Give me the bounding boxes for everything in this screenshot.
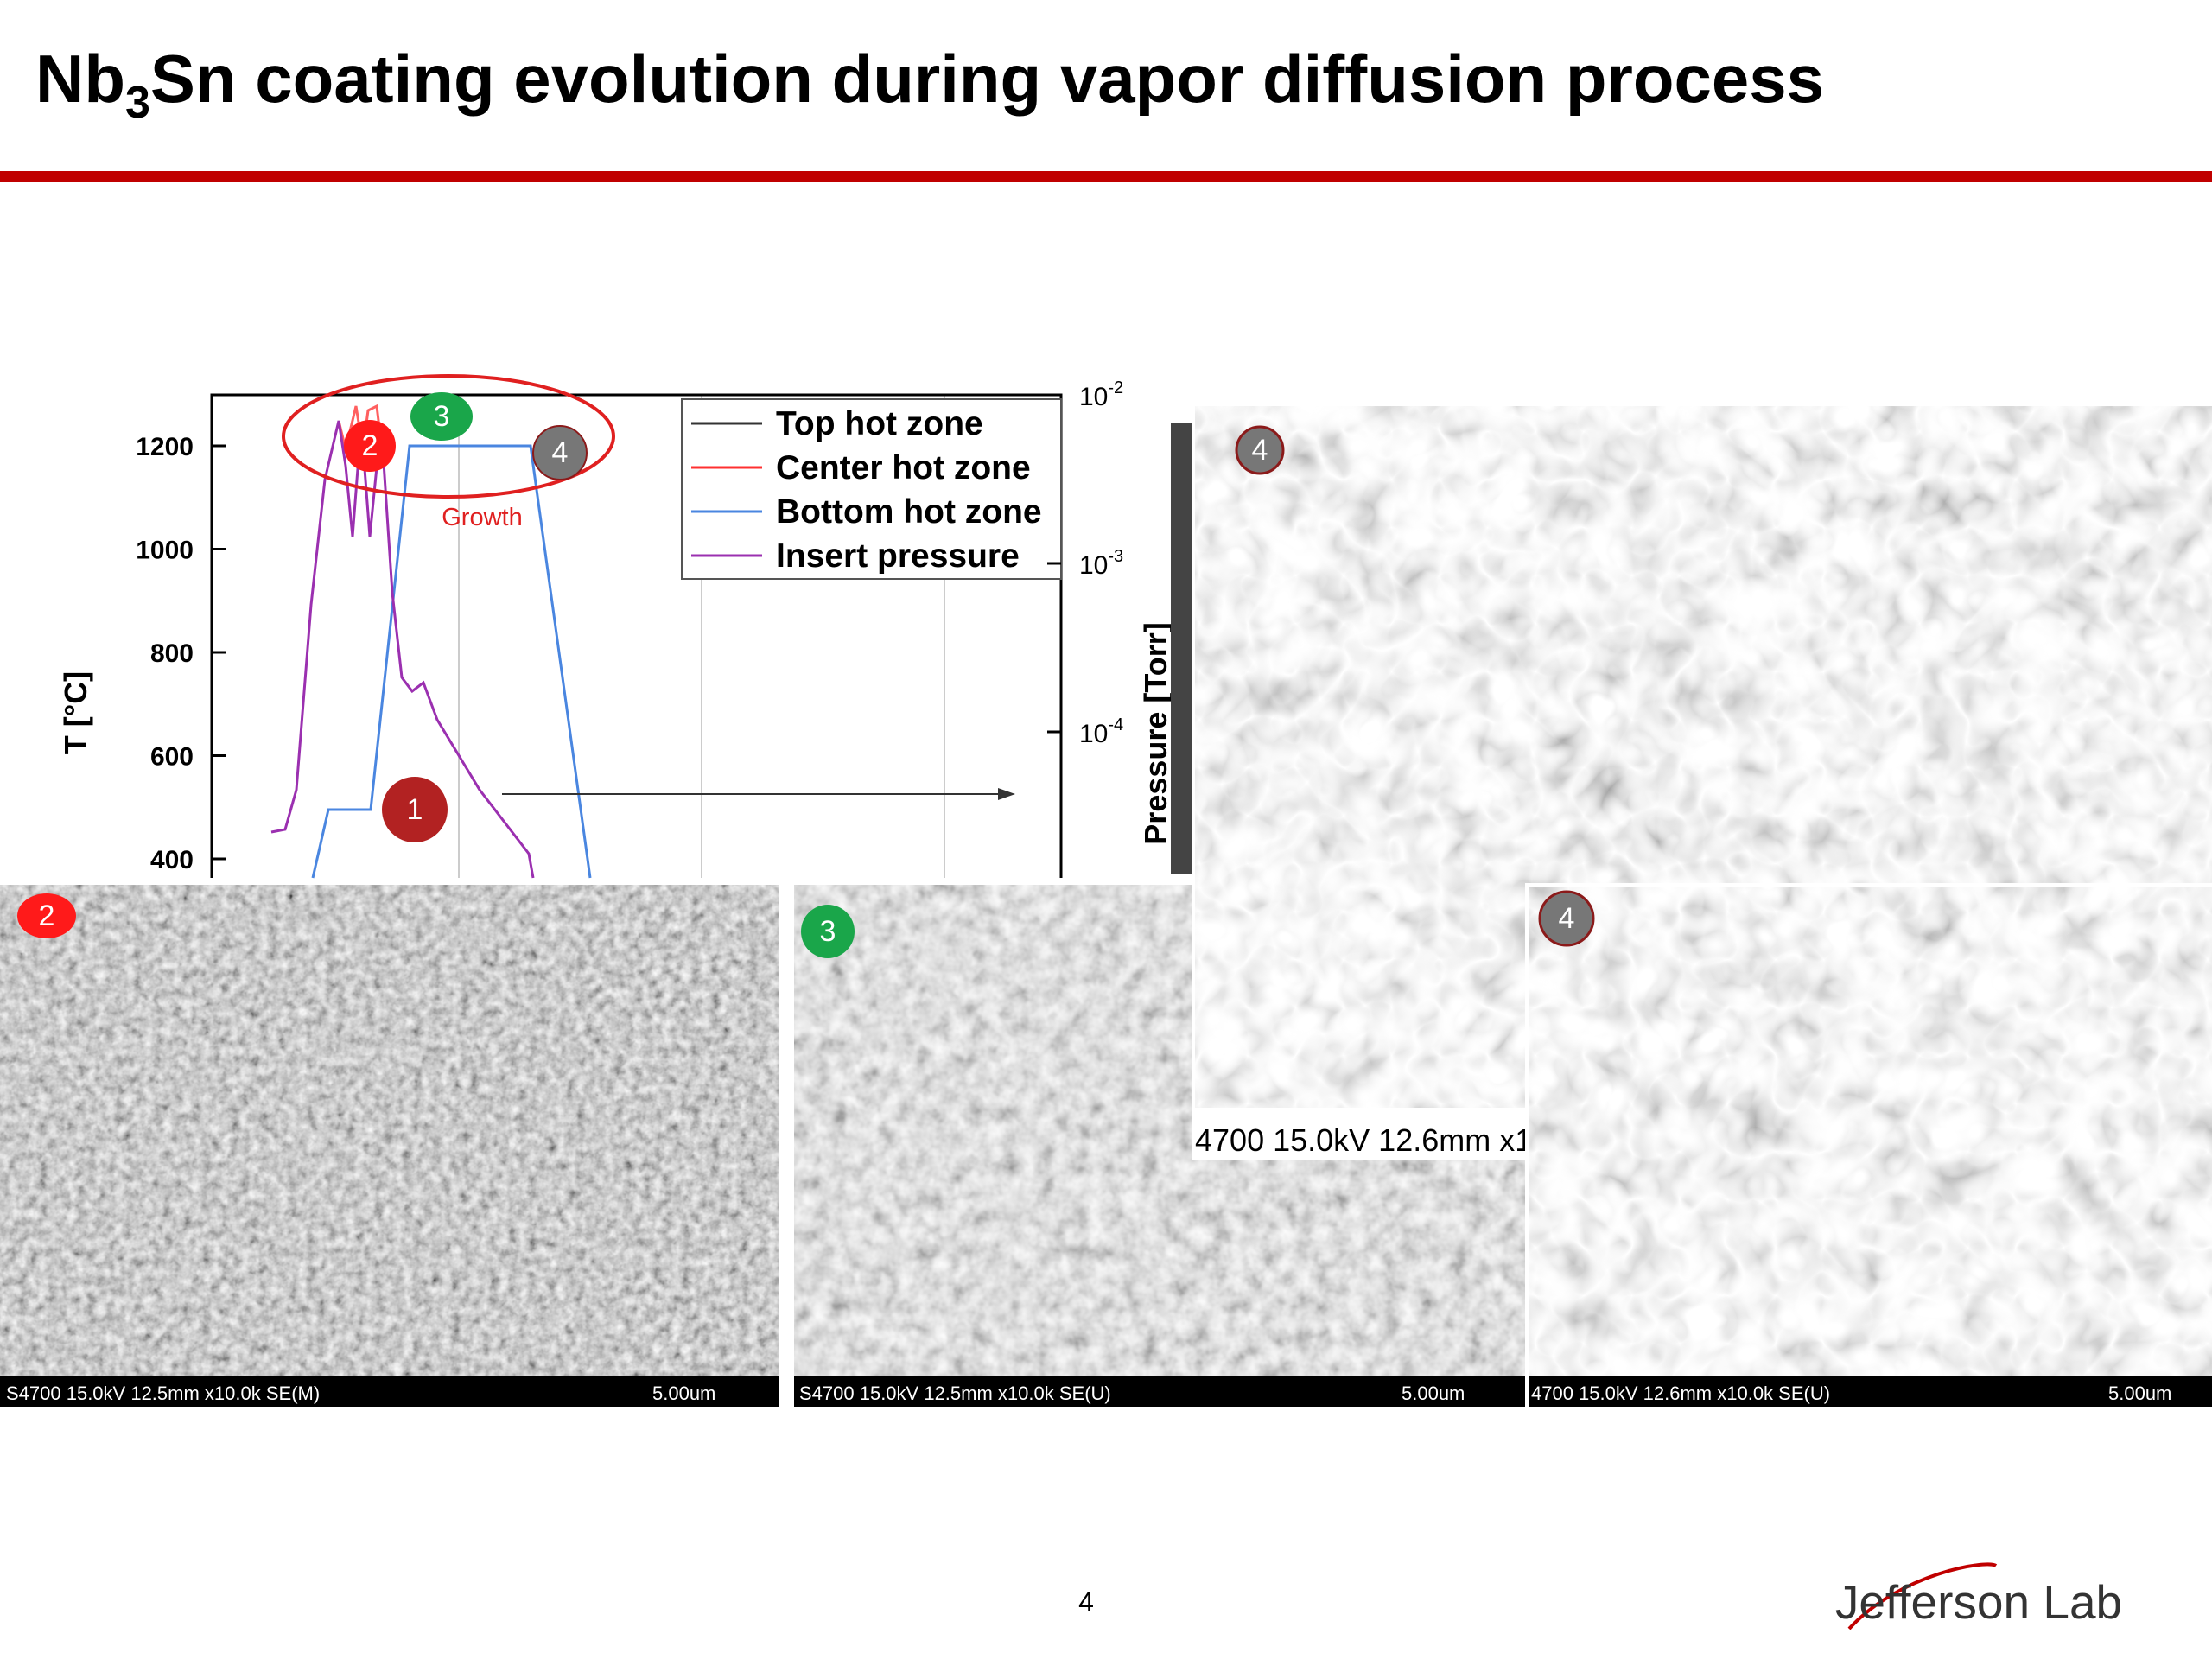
scale-label: 5.00um: [2108, 1382, 2171, 1404]
arrow-head: [998, 788, 1015, 800]
y2-tick-label: 10-3: [1079, 547, 1123, 580]
page-number: 4: [1078, 1586, 1094, 1618]
y-tick-label: 1200: [136, 433, 194, 461]
marker-label: 4: [552, 436, 569, 469]
marker-label: 2: [362, 429, 378, 462]
image-edge: [1171, 423, 1193, 874]
caption-bar: [794, 1376, 1525, 1407]
plot-frame: [210, 393, 1063, 878]
marker: [344, 420, 396, 472]
micrograph: [1529, 887, 2212, 1407]
y-tick-label: 600: [150, 743, 194, 772]
y-axis-label: T [°C]: [58, 671, 93, 754]
y2-axis-label: Pressure [Torr]: [1138, 622, 1173, 844]
marker: [532, 425, 588, 480]
marker: [801, 905, 855, 958]
marker-label: 3: [434, 400, 450, 433]
marker: [382, 777, 448, 842]
legend-label: Insert pressure: [776, 537, 1020, 575]
legend: [681, 398, 1062, 580]
scale-label: 5.00um: [1402, 1382, 1465, 1404]
legend-label: Center hot zone: [776, 449, 1031, 486]
marker-label: 1: [407, 793, 423, 826]
caption: S4700 15.0kV 12.5mm x10.0k SE(U): [799, 1382, 1111, 1404]
marker: [410, 392, 473, 441]
caption-bar: [0, 1376, 779, 1407]
title: Nb3Sn coating evolution during vapor dif…: [35, 41, 1824, 128]
y-tick-label: 800: [150, 639, 194, 668]
caption: 4700 15.0kV 12.6mm x10.0k SE(U): [1531, 1382, 1830, 1404]
pressure-curve: [270, 420, 535, 879]
bottom-zone-curve: [311, 444, 592, 879]
marker: [1235, 425, 1285, 475]
logo-swoosh: [1847, 1562, 1998, 1630]
caption: 4700 15.0kV 12.6mm x10: [1195, 1122, 1549, 1158]
marker-label: 4: [1559, 902, 1575, 935]
sem-image: 4700 15.0kV 12.6mm x10.0k SE(U) 5.00um 4: [1525, 883, 2212, 1407]
logo: Jefferson Lab: [1835, 1575, 2122, 1629]
marker-label: 3: [820, 915, 836, 948]
y-tick-label: 1000: [136, 537, 194, 565]
micrograph: [0, 885, 779, 1407]
title-rule: [0, 171, 2212, 182]
y2-tick-label: 10-2: [1079, 378, 1123, 411]
legend-label: Bottom hot zone: [776, 493, 1042, 531]
chart: T [°C] Pressure [Torr] Growth 1 2 3 4 40…: [58, 374, 1173, 879]
y-tick-label: 400: [150, 846, 194, 874]
annotation: Growth: [442, 504, 522, 531]
legend-label: Top hot zone: [776, 405, 983, 442]
marker: [17, 893, 76, 938]
sem-image: S4700 15.0kV 12.5mm x10.0k SE(M) 5.00um …: [0, 885, 779, 1407]
marker: [1538, 890, 1595, 947]
marker-label: 4: [1252, 434, 1268, 467]
caption-bar: [1529, 1376, 2212, 1407]
y2-tick-label: 10-4: [1079, 715, 1123, 748]
growth-ellipse: [282, 374, 615, 499]
marker-label: 2: [39, 899, 55, 932]
scale-label: 5.00um: [652, 1382, 715, 1404]
caption: S4700 15.0kV 12.5mm x10.0k SE(M): [6, 1382, 320, 1404]
